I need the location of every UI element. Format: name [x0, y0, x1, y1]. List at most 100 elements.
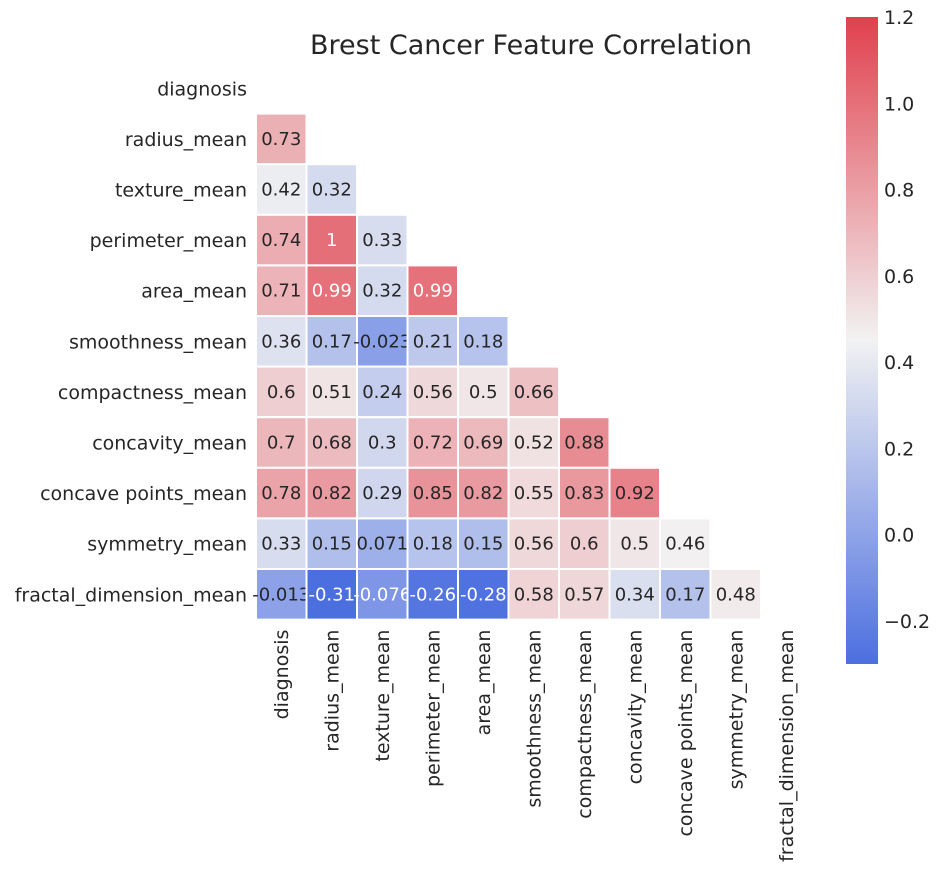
cell-value-label: -0.31	[308, 584, 355, 605]
x-tick-label: compactness_mean	[574, 630, 596, 819]
cell-value-label: 0.21	[413, 331, 453, 352]
cell-value-label: 0.71	[261, 281, 301, 302]
y-tick-labels: diagnosis radius_mean texture_mean perimete…	[15, 78, 247, 606]
cell-value-label: 0.58	[514, 584, 554, 605]
heatmap-cell	[305, 416, 358, 469]
cell-value-label: 0.15	[312, 534, 352, 555]
heatmap-cell	[255, 517, 308, 571]
cell-value-label: 0.99	[312, 281, 352, 302]
heatmap-cell	[356, 466, 409, 520]
y-tick-label: smoothness_mean	[69, 331, 247, 353]
x-tick-label: area_mean	[473, 630, 495, 736]
heatmap-cell	[305, 315, 358, 368]
cell-value-label: 0.57	[564, 584, 604, 605]
heatmap-cell	[406, 264, 459, 317]
chart-title: Brest Cancer Feature Correlation	[310, 30, 752, 61]
heatmap-cell	[255, 416, 308, 469]
heatmap-cell	[406, 365, 459, 419]
x-tick-label: texture_mean	[372, 630, 394, 762]
cell-value-label: 0.55	[514, 483, 554, 504]
cell-value-label: 0.5	[469, 382, 498, 403]
heatmap-cell	[406, 315, 459, 368]
y-tick-label: concavity_mean	[92, 433, 247, 455]
x-tick-labels: diagnosis radius_mean texture_mean perimete…	[271, 630, 798, 862]
cell-value-label: 0.73	[261, 129, 301, 150]
heatmap-cell	[406, 568, 459, 621]
cell-value-label: 0.33	[362, 230, 402, 251]
colorbar-tick-label: 1.0	[884, 93, 914, 115]
heatmap-cell	[507, 365, 560, 419]
cell-value-label: 0.69	[463, 433, 503, 454]
x-tick-label: perimeter_mean	[423, 630, 445, 787]
y-tick-label: symmetry_mean	[87, 534, 247, 556]
heatmap-cells: 0.73 0.42 0.32 0.74 1 0.33 0.71 0.99 0.32 0.99 0.3…	[252, 112, 762, 621]
x-tick-label: radius_mean	[322, 630, 344, 752]
colorbar-tick-label: 0.8	[884, 180, 914, 202]
cell-value-label: 0.51	[312, 382, 352, 403]
heatmap-cell	[659, 517, 712, 571]
y-tick-label: compactness_mean	[58, 382, 247, 404]
cell-value-label: 0.83	[564, 483, 604, 504]
cell-value-label: 0.18	[463, 331, 503, 352]
cell-value-label: 0.17	[312, 331, 352, 352]
colorbar-gradient	[846, 17, 878, 664]
y-tick-label: perimeter_mean	[90, 230, 247, 252]
colorbar-tick-label: −0.2	[884, 611, 930, 633]
x-tick-label: diagnosis	[271, 630, 293, 720]
cell-value-label: 0.42	[261, 180, 301, 201]
cell-value-label: 0.74	[261, 230, 301, 251]
cell-value-label: -0.26	[409, 584, 456, 605]
heatmap-cell	[608, 568, 661, 621]
colorbar-tick-label: 0.4	[884, 352, 914, 374]
cell-value-label: 0.7	[267, 433, 296, 454]
cell-value-label: 0.29	[362, 483, 402, 504]
heatmap-cell	[255, 568, 308, 621]
cell-value-label: 0.36	[261, 331, 301, 352]
cell-value-label: 0.66	[514, 382, 554, 403]
cell-value-label: 0.99	[413, 281, 453, 302]
x-tick-label: concave points_mean	[675, 630, 697, 837]
cell-value-label: 0.72	[413, 433, 453, 454]
y-tick-label: radius_mean	[125, 129, 247, 151]
heatmap-cell	[305, 365, 358, 419]
cell-value-label: -0.013	[252, 584, 310, 605]
cell-value-label: 0.32	[312, 180, 352, 201]
heatmap-cell	[507, 568, 560, 621]
cell-value-label: 0.48	[716, 584, 756, 605]
colorbar-tick-label: 0.2	[884, 438, 914, 460]
cell-value-label: 0.56	[514, 534, 554, 555]
cell-value-label: 0.82	[312, 483, 352, 504]
x-tick-label: smoothness_mean	[524, 630, 546, 808]
cell-value-label: 1	[326, 230, 337, 251]
cell-value-label: 0.68	[312, 433, 352, 454]
cell-value-label: 0.18	[413, 534, 453, 555]
cell-value-label: 0.78	[261, 483, 301, 504]
cell-value-label: 0.33	[261, 534, 301, 555]
heatmap-cell	[608, 466, 661, 520]
colorbar-tick-label: 0.6	[884, 266, 914, 288]
cell-value-label: 0.85	[413, 483, 453, 504]
colorbar: 1.2 1.0 0.8 0.6 0.4 0.2 0.0 −0.2	[846, 7, 930, 664]
cell-value-label: 0.34	[615, 584, 655, 605]
cell-value-label: 0.46	[665, 534, 705, 555]
colorbar-tick-label: 0.0	[884, 525, 914, 547]
cell-value-label: 0.6	[570, 534, 599, 555]
heatmap-cell	[457, 365, 510, 419]
heatmap-cell	[255, 365, 308, 419]
cell-value-label: -0.023	[353, 331, 411, 352]
cell-value-label: 0.5	[620, 534, 649, 555]
cell-value-label: 0.17	[665, 584, 705, 605]
x-tick-label: symmetry_mean	[726, 630, 748, 790]
cell-value-label: 0.3	[368, 433, 397, 454]
cell-value-label: 0.92	[615, 483, 655, 504]
heatmap-cell	[356, 213, 409, 267]
cell-value-label: 0.52	[514, 433, 554, 454]
cell-value-label: 0.15	[463, 534, 503, 555]
heatmap-cell	[356, 568, 409, 621]
cell-value-label: 0.32	[362, 281, 402, 302]
cell-value-label: 0.6	[267, 382, 296, 403]
cell-value-label: 0.24	[362, 382, 402, 403]
y-tick-label: diagnosis	[157, 78, 247, 100]
y-tick-label: concave points_mean	[40, 483, 247, 505]
